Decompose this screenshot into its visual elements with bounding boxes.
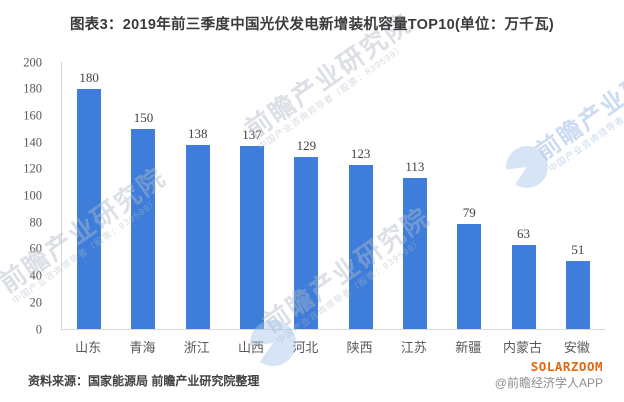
x-axis-category-label: 山东	[75, 340, 102, 355]
y-axis-tick-label: 20	[29, 295, 43, 310]
bar-slot: 150	[116, 62, 170, 329]
x-axis-category-label: 江苏	[400, 340, 427, 355]
y-axis-tick-label: 120	[23, 161, 42, 176]
y-axis-tick-label: 180	[23, 81, 42, 96]
bar-slot: 180	[62, 62, 116, 329]
bar-value-label: 79	[462, 204, 476, 220]
bar-slot: 137	[225, 62, 279, 329]
y-axis-tick-label: 200	[23, 54, 42, 69]
x-axis-category-label: 青海	[129, 340, 156, 355]
credit-text: @前瞻经济学人APP	[494, 376, 603, 390]
x-axis-category-label: 河北	[292, 340, 319, 355]
solarzoom-logo-text: SOLARZOOM	[530, 359, 603, 374]
bar-slot: 63	[496, 62, 550, 329]
bar-slot: 113	[388, 62, 442, 329]
bar	[240, 146, 265, 329]
y-axis-tick-label: 40	[29, 268, 43, 283]
x-axis-category-label: 山西	[238, 340, 265, 355]
x-axis-category-label: 浙江	[183, 340, 210, 355]
bar-value-label: 113	[405, 159, 425, 175]
bar	[511, 244, 536, 329]
bar-value-label: 63	[517, 225, 531, 241]
y-axis-tick-label: 160	[23, 108, 42, 123]
bar-value-label: 150	[133, 109, 154, 125]
plot-area: 180 150 138 137 129 123 113 79 63 51	[61, 62, 605, 330]
y-axis: 0 20 40 60 80 100 120 140 160 180 200	[0, 56, 48, 335]
bar-slot: 138	[171, 62, 225, 329]
y-axis-tick-label: 0	[35, 321, 42, 336]
bar	[185, 144, 210, 329]
bar	[348, 164, 373, 329]
y-axis-tick-label: 100	[23, 188, 42, 203]
y-axis-tick-label: 80	[29, 214, 43, 229]
bar-value-label: 138	[187, 125, 208, 141]
bar	[457, 223, 482, 329]
bar	[294, 156, 319, 329]
chart-title: 图表3：2019年前三季度中国光伏发电新增装机容量TOP10(单位：万千瓦)	[69, 17, 555, 33]
bar-value-label: 180	[79, 69, 99, 85]
y-axis-tick-label: 140	[23, 134, 42, 149]
source-note: 资料来源：国家能源局 前瞻产业研究院整理	[28, 374, 260, 388]
bar	[402, 178, 427, 329]
bar	[77, 88, 102, 329]
y-axis-tick-label: 60	[29, 241, 43, 256]
bar-value-label: 51	[571, 241, 585, 257]
x-axis-category-label: 内蒙古	[503, 340, 543, 355]
bar-value-label: 137	[242, 127, 262, 143]
bar	[131, 128, 156, 329]
bar	[565, 260, 590, 329]
bar-slot: 123	[333, 62, 387, 329]
bar-slot: 79	[442, 62, 496, 329]
x-axis-category-label: 新疆	[455, 340, 482, 355]
bar-slot: 51	[551, 62, 605, 329]
x-axis-labels: 山东 青海 浙江 山西 河北 陕西 江苏 新疆 内蒙古 安徽	[61, 337, 604, 356]
bar-value-label: 123	[350, 145, 371, 161]
x-axis-category-label: 安徽	[563, 340, 590, 355]
bar-slot: 129	[279, 62, 333, 329]
x-axis-category-label: 陕西	[346, 340, 373, 355]
bar-value-label: 129	[296, 137, 317, 153]
